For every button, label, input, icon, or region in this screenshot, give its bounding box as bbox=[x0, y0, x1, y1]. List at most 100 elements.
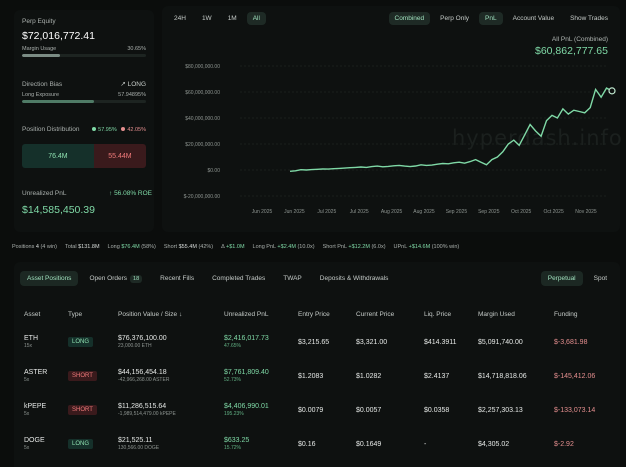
unrealized-pnl-roe: ↑ 56.08% ROE bbox=[109, 190, 152, 197]
time-range-tabs: 24H 1W 1M All bbox=[168, 12, 266, 25]
asset-symbol[interactable]: ETH bbox=[24, 335, 38, 342]
funding: $-2.92 bbox=[554, 440, 574, 448]
view-tab-account-value[interactable]: Account Value bbox=[512, 15, 555, 22]
tab-twap[interactable]: TWAP bbox=[283, 275, 302, 282]
margin-usage-bar bbox=[22, 54, 146, 57]
unrealized-pnl-label: Unrealized PnL bbox=[22, 190, 67, 197]
entry-price: $1.2083 bbox=[298, 372, 324, 380]
long-exposure-fill bbox=[22, 100, 94, 103]
watermark: hyperdash.info bbox=[452, 126, 623, 150]
table-row[interactable]: ASTER 5x SHORT $44,156,454.18 -42,966,268.… bbox=[14, 359, 620, 393]
entry-price: $3,215.65 bbox=[298, 338, 330, 346]
long-exposure-label: Long Exposure bbox=[22, 92, 59, 98]
range-tab-1w[interactable]: 1W bbox=[201, 15, 212, 22]
unrealized-pnl-pct: 195.23% bbox=[224, 411, 244, 417]
tab-deposits-withdrawals[interactable]: Deposits & Withdrawals bbox=[319, 275, 389, 282]
table-row[interactable]: kPEPE 5x SHORT $11,286,515.64 -1,989,514,4… bbox=[14, 393, 620, 427]
direction-bias-badge: ↗ LONG bbox=[120, 81, 146, 88]
asset-symbol[interactable]: kPEPE bbox=[24, 403, 47, 410]
unrealized-pnl-value: $14,585,450.39 bbox=[22, 204, 95, 216]
col-header-funding[interactable]: Funding bbox=[554, 311, 578, 318]
col-header-entry-price[interactable]: Entry Price bbox=[298, 311, 330, 318]
position-type-badge: SHORT bbox=[68, 371, 97, 381]
unrealized-pnl-pct: 15.72% bbox=[224, 445, 241, 451]
col-header-asset[interactable]: Asset bbox=[24, 311, 41, 318]
asset-leverage: 5x bbox=[24, 377, 30, 383]
liq-price: $2.4137 bbox=[424, 372, 450, 380]
range-tab-1m[interactable]: 1M bbox=[227, 15, 237, 22]
positions-summary-bar: Positions 4 (4 win) Total $131.8M Long $… bbox=[12, 244, 612, 250]
funding: $-145,412.06 bbox=[554, 372, 596, 380]
pnl-line-chart[interactable]: $80,000,000.00 $60,000,000.00 $40,000,000.… bbox=[162, 6, 620, 232]
x-tick-label: Oct 2025 bbox=[511, 209, 532, 215]
position-size: 23,000.00 ETH bbox=[118, 343, 152, 349]
funding: $-133,073.14 bbox=[554, 406, 596, 414]
funding: $-3,681.98 bbox=[554, 338, 588, 346]
margin-usage-label: Margin Usage bbox=[22, 46, 57, 52]
unrealized-pnl: $2,416,017.73 bbox=[224, 335, 269, 342]
position-size: 130,566.00 DOGE bbox=[118, 445, 160, 451]
long-pnl-summary: Long PnL +$2.4M (10.0x) bbox=[252, 244, 315, 250]
range-tab-all[interactable]: All bbox=[246, 12, 266, 25]
x-tick-label: Sep 2025 bbox=[478, 209, 500, 215]
y-tick-label: $20,000,000.00 bbox=[185, 142, 220, 148]
margin-used: $4,305.02 bbox=[478, 440, 510, 448]
view-tab-combined[interactable]: Combined bbox=[388, 12, 431, 25]
perp-equity-value: $72,016,772.41 bbox=[22, 30, 95, 42]
current-price: $0.0057 bbox=[356, 406, 382, 414]
view-tab-pnl[interactable]: PnL bbox=[479, 12, 503, 25]
range-tab-24h[interactable]: 24H bbox=[174, 15, 186, 22]
view-tab-perp-only[interactable]: Perp Only bbox=[440, 15, 470, 22]
tab-open-orders[interactable]: Open Orders 18 bbox=[82, 271, 149, 286]
x-tick-label: Jul 2025 bbox=[317, 209, 336, 215]
asset-leverage: 15x bbox=[24, 343, 33, 349]
tab-completed-trades[interactable]: Completed Trades bbox=[212, 275, 266, 282]
direction-bias-label: Direction Bias bbox=[22, 80, 63, 88]
y-tick-label: $80,000,000.00 bbox=[185, 64, 220, 70]
position-value: $21,525.11 bbox=[118, 437, 153, 444]
col-header-current-price[interactable]: Current Price bbox=[356, 311, 395, 318]
asset-leverage: 5x bbox=[24, 411, 30, 417]
unrealized-pnl: $633.25 bbox=[224, 437, 250, 444]
product-tabs: Perpetual Spot bbox=[540, 271, 614, 286]
margin-usage-value: 30.65% bbox=[127, 46, 146, 52]
show-trades-toggle[interactable]: Show Trades bbox=[570, 15, 608, 22]
position-type-badge: LONG bbox=[68, 337, 94, 347]
asset-leverage: 5x bbox=[24, 445, 30, 451]
col-header-position-value[interactable]: Position Value / Size ↓ bbox=[118, 311, 183, 318]
unrealized-pnl: $7,761,809.40 bbox=[224, 369, 269, 376]
y-tick-label: $40,000,000.00 bbox=[185, 116, 220, 122]
tab-perpetual[interactable]: Perpetual bbox=[540, 271, 583, 286]
y-tick-label: $0.00 bbox=[207, 168, 220, 174]
col-header-type[interactable]: Type bbox=[68, 311, 83, 318]
long-exposure-value: 57.94895% bbox=[118, 92, 146, 98]
col-header-liq-price[interactable]: Liq. Price bbox=[424, 311, 452, 318]
col-header-unrealized-pnl[interactable]: Unrealized PnL bbox=[224, 311, 269, 318]
total-summary: Total $131.8M bbox=[64, 244, 100, 250]
margin-used: $2,257,303.13 bbox=[478, 406, 523, 414]
x-tick-label: Jul 2025 bbox=[350, 209, 369, 215]
chart-view-tabs: Combined Perp Only PnL Account Value Sho… bbox=[388, 12, 615, 25]
tab-spot[interactable]: Spot bbox=[593, 275, 607, 282]
tab-asset-positions[interactable]: Asset Positions bbox=[20, 271, 79, 286]
current-price: $0.1649 bbox=[356, 440, 382, 448]
margin-usage-fill bbox=[22, 54, 60, 57]
entry-price: $0.16 bbox=[298, 440, 316, 448]
pnl-series-line bbox=[289, 87, 613, 172]
positions-panel: Asset Positions Open Orders 18 Recent Fil… bbox=[14, 262, 620, 467]
tab-recent-fills[interactable]: Recent Fills bbox=[160, 275, 195, 282]
dist-long-pct: 57.95% bbox=[98, 126, 117, 133]
position-type-badge: LONG bbox=[68, 439, 94, 449]
all-pnl-value: $60,862,777.65 bbox=[535, 45, 608, 57]
table-row[interactable]: DOGE 5x LONG $21,525.11 130,566.00 DOGE $6… bbox=[14, 427, 620, 461]
asset-symbol[interactable]: ASTER bbox=[24, 369, 48, 376]
margin-used: $14,718,818.06 bbox=[478, 372, 527, 380]
col-header-margin-used[interactable]: Margin Used bbox=[478, 311, 515, 318]
asset-symbol[interactable]: DOGE bbox=[24, 437, 45, 444]
x-tick-label: Jun 2025 bbox=[252, 209, 273, 215]
position-value: $11,286,515.64 bbox=[118, 403, 167, 410]
table-row[interactable]: ETH 15x LONG $76,376,100.00 23,000.00 ETH … bbox=[14, 325, 620, 359]
long-dot-icon bbox=[92, 127, 97, 132]
short-pnl-summary: Short PnL +$12.2M (6.0x) bbox=[322, 244, 386, 250]
y-tick-label: $60,000,000.00 bbox=[185, 90, 220, 96]
